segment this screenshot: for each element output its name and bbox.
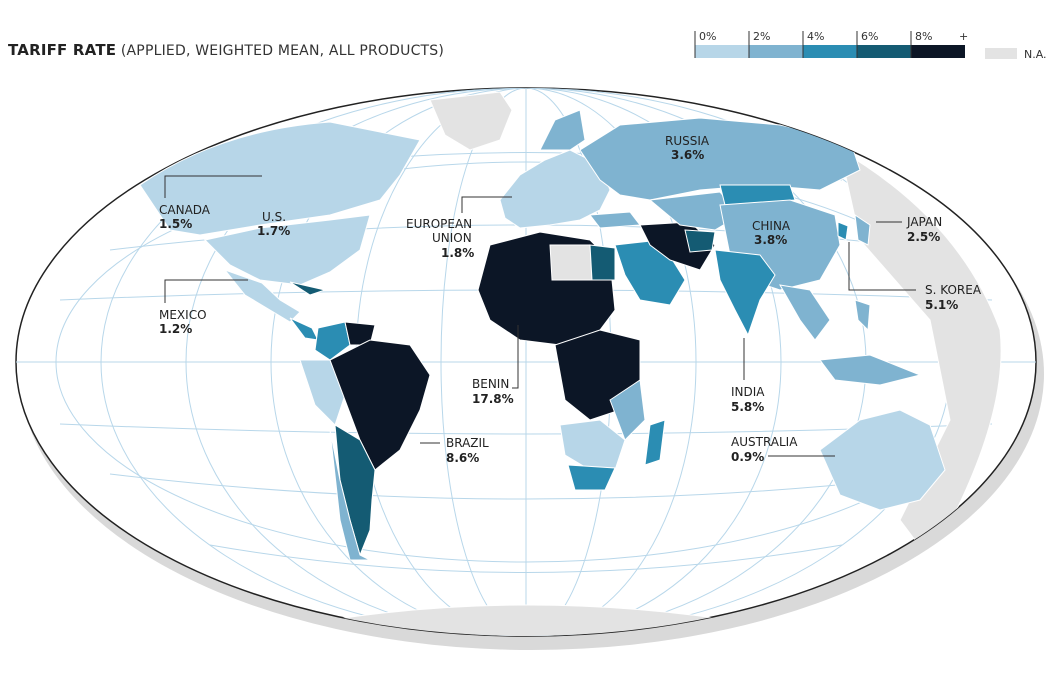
legend-label-0: 0% — [699, 30, 716, 43]
indonesia — [819, 354, 922, 386]
legend-swatch-1 — [749, 45, 803, 58]
callout-us: U.S. 1.7% — [257, 210, 290, 238]
callout-china-value: 3.8% — [754, 233, 787, 247]
mongolia — [719, 184, 796, 206]
colombia-shape — [314, 321, 351, 361]
india-shape — [714, 249, 776, 337]
cuba — [289, 281, 327, 296]
peru-shape — [299, 359, 346, 426]
legend-swatch-2 — [803, 45, 857, 58]
callout-canada-value: 1.5% — [159, 217, 192, 231]
libya-na — [549, 244, 593, 281]
callout-brazil-name: BRAZIL — [446, 436, 489, 450]
legend-label-2: 4% — [807, 30, 824, 43]
callout-russia-name: RUSSIA — [665, 134, 710, 148]
japan-shape — [854, 213, 871, 246]
map-title: TARIFF RATE (APPLIED, WEIGHTED MEAN, ALL… — [8, 41, 444, 60]
callout-benin-value: 17.8% — [472, 392, 514, 406]
canada-shape — [139, 121, 421, 236]
callout-china: CHINA 3.8% — [752, 219, 791, 247]
legend-na-label: N.A. — [1024, 48, 1047, 61]
callout-russia: RUSSIA 3.6% — [665, 134, 710, 162]
legend-plus-label: + — [959, 30, 968, 43]
title-main: TARIFF RATE — [8, 41, 117, 59]
mexico-shape — [223, 268, 301, 323]
southern-africa — [559, 419, 626, 471]
callout-skorea-value: 5.1% — [925, 298, 958, 312]
callout-mexico: MEXICO 1.2% — [159, 279, 248, 336]
legend-label-3: 6% — [861, 30, 878, 43]
legend-label-1: 2% — [753, 30, 770, 43]
callout-skorea-name: S. KOREA — [925, 283, 982, 297]
se-asia — [779, 284, 831, 341]
philippines — [854, 299, 871, 332]
brazil-shape — [329, 339, 431, 471]
afghanistan — [684, 229, 716, 253]
russia-shape — [579, 117, 861, 201]
callout-mexico-value: 1.2% — [159, 322, 192, 336]
madagascar — [644, 419, 666, 466]
callout-brazil-value: 8.6% — [446, 451, 479, 465]
callout-eu: EUROPEAN UNION 1.8% — [406, 196, 512, 260]
callout-japan: JAPAN 2.5% — [876, 215, 942, 244]
callout-canada: CANADA 1.5% — [159, 175, 262, 231]
callout-benin-name: BENIN — [472, 377, 509, 391]
callout-india: INDIA 5.8% — [731, 338, 765, 414]
callout-skorea: S. KOREA 5.1% — [848, 242, 982, 312]
callout-eu-name-2: UNION — [432, 231, 472, 245]
legend: 0% 2% 4% 6% 8% + N.A. — [694, 30, 1047, 61]
callouts: CANADA 1.5% U.S. 1.7% MEXICO 1.2% EUROPE… — [159, 134, 982, 465]
legend-swatch-0 — [695, 45, 749, 58]
callout-india-value: 5.8% — [731, 400, 764, 414]
callout-japan-value: 2.5% — [907, 230, 940, 244]
callout-japan-name: JAPAN — [906, 215, 942, 229]
callout-russia-value: 3.6% — [671, 148, 704, 162]
greenland-na — [429, 91, 513, 151]
callout-us-value: 1.7% — [257, 224, 290, 238]
eu-shape — [499, 149, 611, 229]
callout-australia-name: AUSTRALIA — [731, 435, 798, 449]
legend-na-swatch — [985, 48, 1017, 59]
callout-eu-name-1: EUROPEAN — [406, 217, 472, 231]
callout-mexico-name: MEXICO — [159, 308, 207, 322]
callout-benin: BENIN 17.8% — [472, 325, 519, 406]
east-africa — [609, 379, 646, 441]
callout-canada-name: CANADA — [159, 203, 211, 217]
chile-shape — [329, 429, 371, 561]
callout-australia: AUSTRALIA 0.9% — [731, 435, 835, 464]
us-shape — [203, 214, 371, 286]
scandinavia — [539, 109, 586, 151]
australia-shape — [819, 409, 946, 511]
callout-us-name: U.S. — [262, 210, 286, 224]
callout-australia-value: 0.9% — [731, 450, 764, 464]
callout-brazil: BRAZIL 8.6% — [420, 436, 489, 465]
korea — [837, 221, 849, 241]
legend-swatch-4 — [911, 45, 965, 58]
egypt — [589, 244, 616, 281]
legend-swatch-3 — [857, 45, 911, 58]
legend-label-4: 8% — [915, 30, 932, 43]
south-africa — [567, 464, 616, 491]
title-subtitle: (APPLIED, WEIGHTED MEAN, ALL PRODUCTS) — [120, 43, 445, 59]
callout-china-name: CHINA — [752, 219, 791, 233]
callout-eu-value: 1.8% — [441, 246, 474, 260]
callout-india-name: INDIA — [731, 385, 765, 399]
